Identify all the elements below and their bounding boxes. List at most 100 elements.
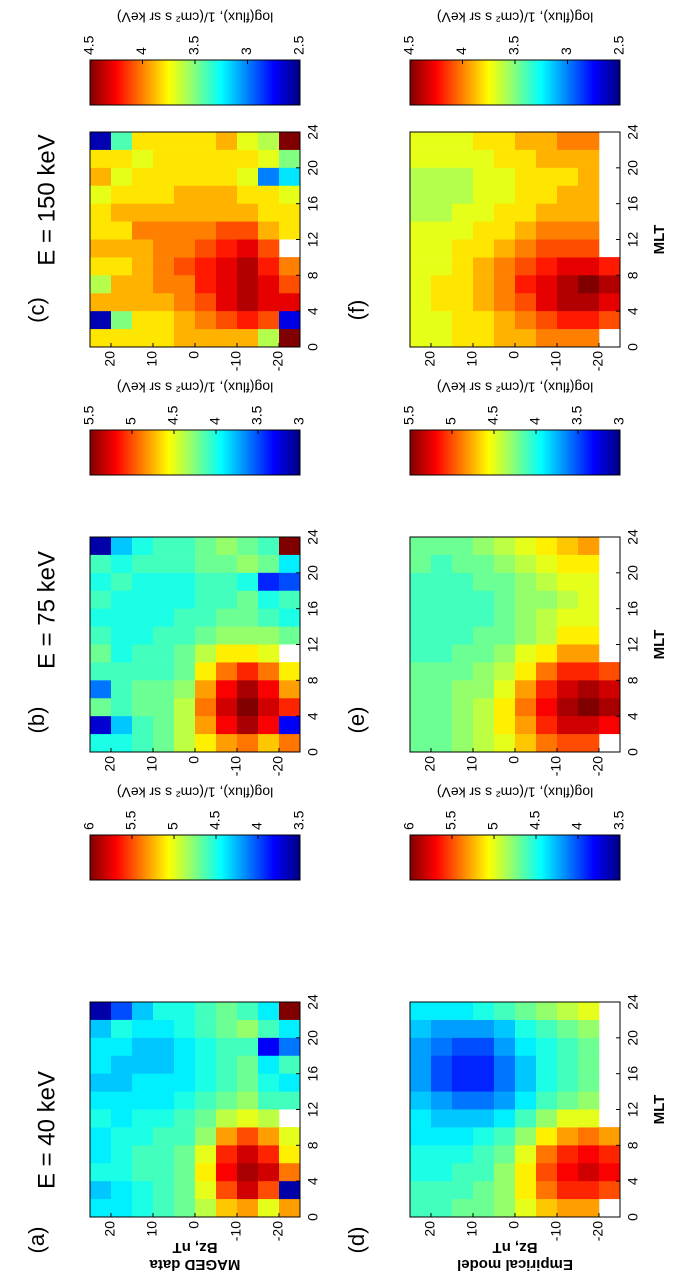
x-tick-label: 0: [305, 748, 321, 756]
heatmap-cell: [132, 1198, 154, 1217]
heatmap-cell: [431, 733, 453, 752]
heatmap-cell: [174, 328, 196, 347]
heatmap-cell: [153, 275, 175, 294]
heatmap-cell: [431, 1019, 453, 1038]
heatmap-cell: [258, 257, 280, 276]
heatmap-cell: [452, 167, 474, 186]
heatmap-cell: [557, 131, 579, 150]
heatmap-cell: [515, 644, 537, 663]
heatmap-cell: [216, 167, 238, 186]
heatmap-cell: [111, 1091, 133, 1110]
heatmap-cell: [410, 167, 432, 186]
heatmap-cell: [494, 221, 516, 240]
heatmap-cell: [494, 1109, 516, 1128]
colorbar-tick-label: 4.5: [81, 35, 97, 55]
heatmap-cell: [237, 292, 259, 312]
heatmap-cell: [557, 1091, 579, 1110]
heatmap-cell: [452, 680, 474, 699]
heatmap-cell: [195, 697, 217, 717]
heatmap-cell: [557, 149, 579, 168]
heatmap-cell: [473, 167, 495, 186]
heatmap-cell: [132, 1073, 154, 1092]
y-tick-label: 10: [144, 351, 160, 367]
colorbar-tick-label: 5: [123, 417, 139, 425]
y-tick-label: -20: [590, 351, 606, 371]
heatmap-cell: [452, 310, 474, 330]
heatmap-cell: [237, 644, 259, 663]
heatmap-cell: [515, 1091, 537, 1110]
heatmap-cell: [195, 1091, 217, 1110]
heatmap-cell: [515, 131, 537, 150]
heatmap-cell: [494, 292, 516, 312]
heatmap-cell: [111, 715, 133, 735]
heatmap-cell: [111, 590, 133, 609]
heatmap-cell: [132, 1055, 154, 1074]
heatmap-cell: [557, 1180, 579, 1200]
heatmap-cell: [473, 733, 495, 752]
heatmap-cell: [153, 536, 175, 555]
heatmap-cell: [111, 185, 133, 204]
heatmap-cell: [557, 697, 579, 717]
heatmap-cell: [132, 203, 154, 222]
heatmap-cell: [452, 536, 474, 555]
heatmap-cell: [473, 680, 495, 699]
heatmap-cell: [536, 1127, 558, 1146]
colorbar-tick-label: 3: [611, 417, 627, 425]
heatmap-cell: [515, 733, 537, 752]
heatmap-cell: [111, 275, 133, 294]
x-tick-label: 24: [305, 529, 321, 545]
heatmap-cell: [599, 257, 621, 276]
heatmap-cell: [515, 292, 537, 312]
x-tick-label: 16: [305, 196, 321, 212]
heatmap-cell: [536, 257, 558, 276]
heatmap-cell: [410, 239, 432, 258]
x-tick-label: 12: [625, 232, 641, 248]
heatmap-cell: [90, 1145, 112, 1164]
heatmap-cell: [195, 221, 217, 240]
heatmap-cell: [515, 167, 537, 186]
x-tick-label: 24: [305, 994, 321, 1010]
heatmap-cell: [279, 292, 301, 312]
colorbar-title: log(flux), 1/(cm² s sr keV): [437, 9, 593, 25]
heatmap-cell: [599, 697, 621, 717]
heatmap-cell: [132, 590, 154, 609]
heatmap-cell: [515, 149, 537, 168]
heatmap-cell: [578, 715, 600, 735]
heatmap-cell: [216, 715, 238, 735]
heatmap-cell: [515, 1019, 537, 1038]
heatmap-cell: [536, 536, 558, 555]
heatmap-cell: [536, 1162, 558, 1182]
heatmap-cell: [494, 1180, 516, 1200]
colorbar-tick-label: 4.5: [401, 35, 417, 55]
heatmap-cell: [578, 590, 600, 609]
heatmap-cell: [452, 1091, 474, 1110]
heatmap-cell: [174, 167, 196, 186]
heatmap-cell: [90, 697, 112, 717]
heatmap-cell: [132, 536, 154, 555]
heatmap-cell: [279, 257, 301, 276]
heatmap-cell: [473, 185, 495, 204]
heatmap-cell: [515, 257, 537, 276]
heatmap-cell: [473, 257, 495, 276]
heatmap-cell: [473, 1037, 495, 1056]
heatmap-cell: [258, 590, 280, 609]
heatmap-cell: [599, 680, 621, 699]
heatmap-cell: [473, 1198, 495, 1217]
y-tick-label: 20: [102, 351, 118, 367]
heatmap-cell: [279, 167, 301, 186]
heatmap-cell: [237, 590, 259, 609]
heatmap-cell: [279, 697, 301, 717]
colorbar-tick-label: 5.5: [81, 405, 97, 425]
heatmap-cell: [515, 1198, 537, 1217]
colorbar-tick-label: 6: [81, 822, 97, 830]
heatmap-cell: [557, 328, 579, 347]
x-tick-label: 4: [625, 307, 641, 315]
heatmap-cell: [410, 328, 432, 347]
heatmap-cell: [195, 131, 217, 150]
heatmap-cell: [578, 167, 600, 186]
heatmap-cell: [237, 1198, 259, 1217]
heatmap-cell: [153, 1145, 175, 1164]
heatmap-cell: [132, 185, 154, 204]
heatmap-cell: [578, 572, 600, 591]
heatmap-cell: [431, 536, 453, 555]
